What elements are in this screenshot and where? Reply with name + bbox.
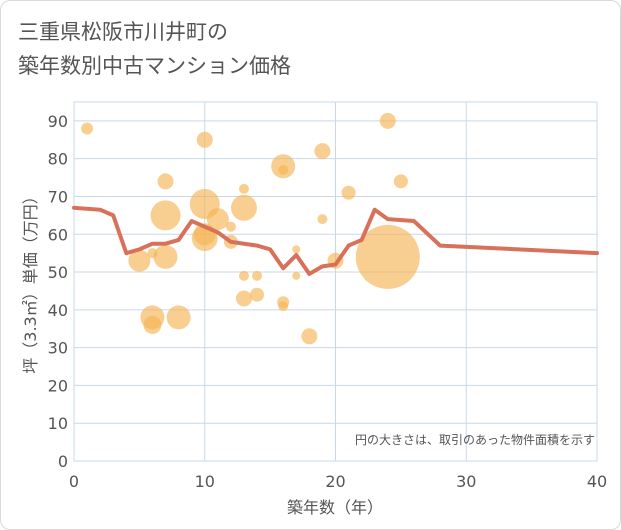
y-tick-label: 60 bbox=[48, 225, 68, 244]
data-bubble bbox=[166, 305, 191, 330]
chart-title-line-2: 築年数別中古マンション価格 bbox=[18, 54, 291, 78]
data-bubble bbox=[379, 112, 396, 129]
y-tick-label: 20 bbox=[48, 376, 68, 395]
chart-title-line-1: 三重県松阪市川井町の bbox=[18, 20, 228, 44]
y-tick-label: 50 bbox=[48, 263, 68, 282]
y-axis-label: 坪（3.3㎡）単価（万円） bbox=[21, 188, 40, 373]
bubble-layer bbox=[81, 112, 420, 345]
data-bubble bbox=[301, 328, 318, 345]
y-tick-label: 0 bbox=[58, 452, 68, 471]
data-bubble bbox=[252, 270, 263, 281]
y-tick-label: 30 bbox=[48, 339, 68, 358]
bubble-size-note: 円の大きさは、取引のあった物件面積を示す bbox=[355, 432, 595, 447]
average-price-line bbox=[72, 205, 599, 276]
data-bubble bbox=[81, 122, 94, 135]
data-bubble bbox=[235, 290, 252, 307]
data-bubble bbox=[238, 270, 249, 281]
y-tick-label: 80 bbox=[48, 150, 68, 169]
x-tick-label: 0 bbox=[69, 472, 79, 491]
x-tick-label: 40 bbox=[587, 472, 607, 491]
data-bubble bbox=[250, 287, 265, 302]
grid-lines bbox=[74, 102, 597, 461]
data-bubble bbox=[393, 174, 408, 189]
data-bubble bbox=[230, 194, 257, 221]
data-bubble bbox=[150, 200, 181, 231]
y-tick-label: 10 bbox=[48, 414, 68, 433]
data-bubble bbox=[196, 131, 213, 148]
average-line-layer bbox=[72, 205, 599, 276]
data-bubble bbox=[314, 143, 331, 160]
y-tick-label: 40 bbox=[48, 301, 68, 320]
data-bubble bbox=[225, 221, 236, 232]
data-bubble bbox=[278, 301, 289, 312]
data-bubble bbox=[317, 214, 328, 225]
x-tick-label: 30 bbox=[456, 472, 476, 491]
y-tick-label: 70 bbox=[48, 187, 68, 206]
x-tick-label: 20 bbox=[325, 472, 345, 491]
data-bubble bbox=[206, 208, 229, 231]
chart-title: 三重県松阪市川井町の 築年数別中古マンション価格 bbox=[18, 15, 291, 83]
data-bubble bbox=[355, 224, 420, 289]
y-tick-label: 90 bbox=[48, 112, 68, 131]
data-bubble bbox=[292, 271, 301, 280]
tick-labels: 0 10 20 30 40 0 10 20 30 40 50 60 70 80 90 bbox=[48, 112, 608, 491]
data-bubble bbox=[238, 183, 249, 194]
data-bubble bbox=[341, 185, 356, 200]
data-bubble bbox=[128, 249, 151, 272]
data-bubble bbox=[292, 245, 301, 254]
x-tick-label: 10 bbox=[195, 472, 215, 491]
data-bubble bbox=[153, 244, 178, 269]
data-bubble bbox=[157, 173, 174, 190]
data-bubble bbox=[143, 315, 162, 334]
x-axis-label: 築年数（年） bbox=[287, 498, 383, 517]
data-bubble bbox=[278, 165, 289, 176]
